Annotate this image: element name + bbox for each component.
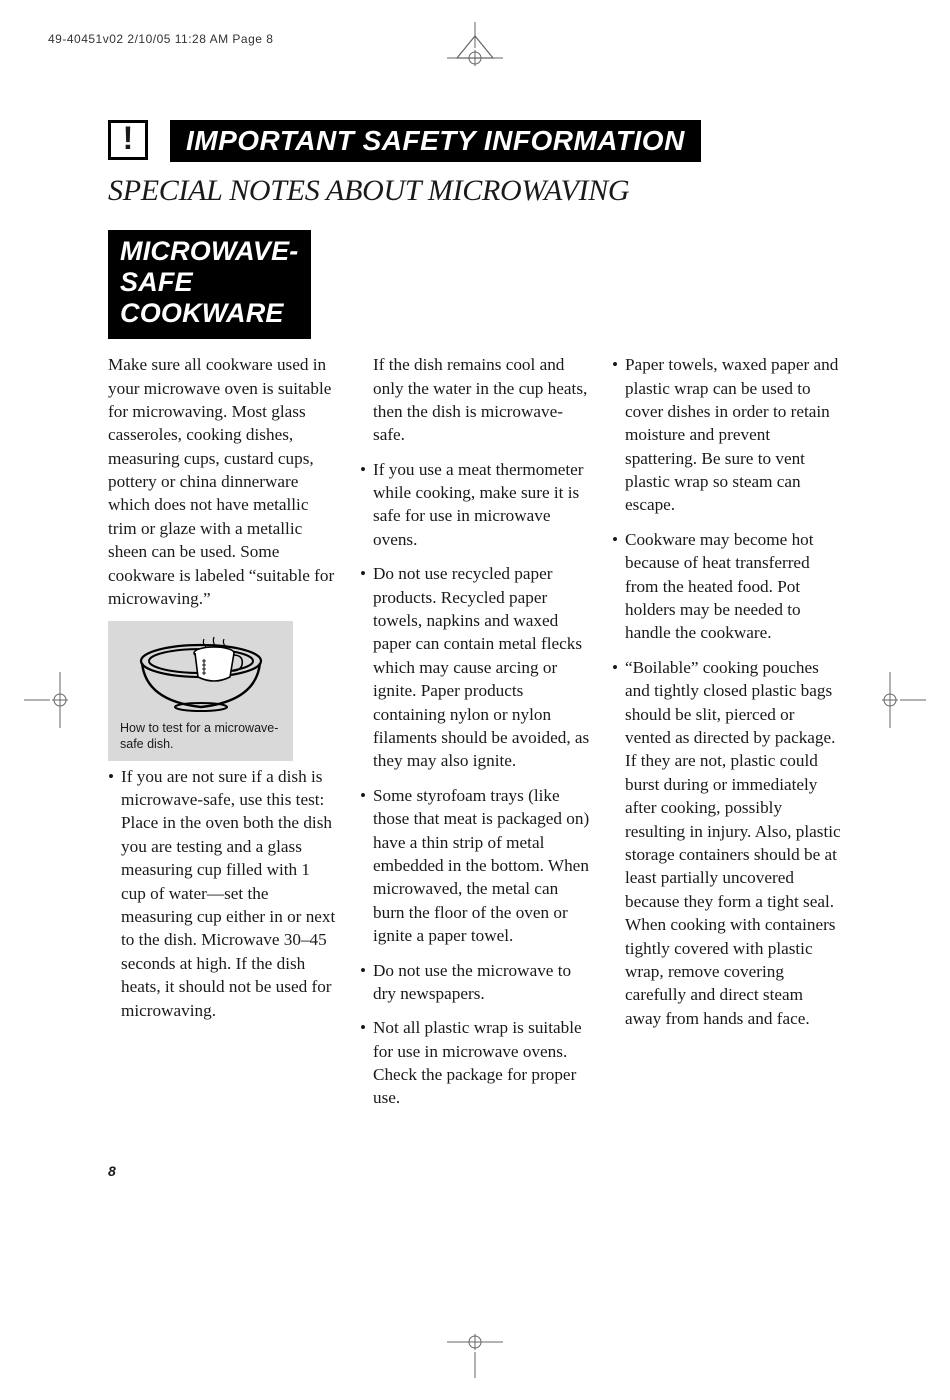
crop-mark-top xyxy=(447,22,503,70)
column-2: If the dish remains cool and only the wa… xyxy=(360,353,590,1121)
safety-banner: IMPORTANT SAFETY INFORMATION xyxy=(170,120,701,162)
warning-glyph: ! xyxy=(123,120,134,157)
col3-bullet-3: “Boilable” cooking pouches and tightly c… xyxy=(612,656,842,1030)
col2-continuation: If the dish remains cool and only the wa… xyxy=(360,353,590,447)
warning-icon: ! xyxy=(108,120,148,160)
column-3: Paper towels, waxed paper and plastic wr… xyxy=(612,353,842,1121)
header-slug: 49-40451v02 2/10/05 11:28 AM Page 8 xyxy=(48,32,273,46)
col3-bullet-2: Cookware may become hot because of heat … xyxy=(612,528,842,645)
crop-mark-right xyxy=(878,672,926,728)
section-heading-line1: MICROWAVE- xyxy=(120,236,299,266)
section-heading-line3: COOKWARE xyxy=(120,298,284,328)
crop-mark-left xyxy=(24,672,72,728)
body-columns: Make sure all cookware used in your micr… xyxy=(108,353,842,1121)
col3-bullet-1: Paper towels, waxed paper and plastic wr… xyxy=(612,353,842,517)
section-heading: MICROWAVE- SAFE COOKWARE xyxy=(108,230,311,339)
section-heading-line2: SAFE xyxy=(120,267,193,297)
col3-bullets: Paper towels, waxed paper and plastic wr… xyxy=(612,353,842,1030)
page-content: ! IMPORTANT SAFETY INFORMATION SPECIAL N… xyxy=(108,120,842,1121)
column-1: Make sure all cookware used in your micr… xyxy=(108,353,338,1121)
col2-bullet-5: Not all plastic wrap is suitable for use… xyxy=(360,1016,590,1110)
col2-bullets: If you use a meat ther­mometer while coo… xyxy=(360,458,590,1110)
col1-bullets: If you are not sure if a dish is microwa… xyxy=(108,765,338,1022)
page-number: 8 xyxy=(108,1163,116,1179)
title-row: ! IMPORTANT SAFETY INFORMATION xyxy=(108,120,842,162)
col2-bullet-2: Do not use recycled paper products. Recy… xyxy=(360,562,590,773)
dish-figure: How to test for a microwave-safe dish. xyxy=(108,621,293,760)
col2-bullet-1: If you use a meat ther­mometer while coo… xyxy=(360,458,590,552)
crop-mark-bottom xyxy=(447,1330,503,1378)
col2-bullet-4: Do not use the microwave to dry newspape… xyxy=(360,959,590,1006)
bowl-drawing-icon xyxy=(126,635,276,713)
figure-caption: How to test for a microwave-safe dish. xyxy=(114,721,287,752)
page-subtitle: SPECIAL NOTES ABOUT MICROWAVING xyxy=(108,174,842,208)
col1-intro: Make sure all cookware used in your micr… xyxy=(108,353,338,610)
col1-bullet-1: If you are not sure if a dish is microwa… xyxy=(108,765,338,1022)
col2-bullet-3: Some styrofoam trays (like those that me… xyxy=(360,784,590,948)
